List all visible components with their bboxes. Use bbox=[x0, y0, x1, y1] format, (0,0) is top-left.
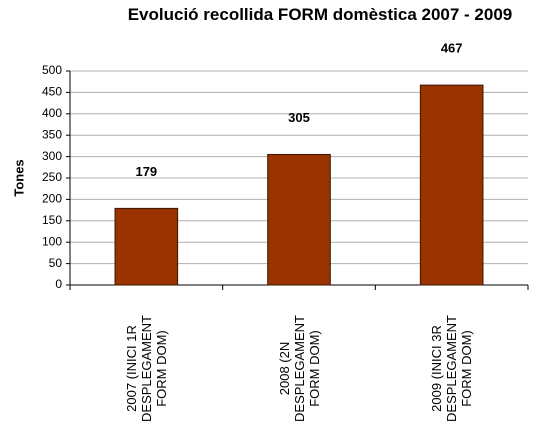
y-tick-label: 50 bbox=[49, 256, 63, 270]
data-label: 179 bbox=[135, 164, 157, 179]
y-tick-label: 450 bbox=[42, 85, 62, 99]
y-tick-label: 400 bbox=[42, 106, 62, 120]
bar bbox=[114, 207, 179, 286]
y-tick-label: 100 bbox=[42, 234, 62, 248]
y-tick-label: 500 bbox=[42, 63, 62, 77]
y-tick-label: 200 bbox=[42, 192, 62, 206]
x-tick-label: 2007 (INICI 1R DESPLEGAMENT FORM DOM) bbox=[123, 314, 169, 422]
y-tick-label: 250 bbox=[42, 170, 62, 184]
bar bbox=[267, 153, 331, 286]
bar bbox=[419, 84, 484, 286]
x-tick-label: 2009 (INICI 3R DESPLEGAMENT FORM DOM) bbox=[429, 314, 475, 422]
y-axis-label: Tones bbox=[11, 159, 26, 196]
y-tick-label: 150 bbox=[42, 213, 62, 227]
data-label: 467 bbox=[441, 41, 463, 56]
y-tick-label: 350 bbox=[42, 127, 62, 141]
y-tick-label: 0 bbox=[55, 277, 62, 291]
y-tick-label: 300 bbox=[42, 149, 62, 163]
x-tick-label: 2008 (2N DESPLEGAMENT FORM DOM) bbox=[276, 314, 322, 422]
chart-title: Evolució recollida FORM domèstica 2007 -… bbox=[127, 5, 513, 24]
data-label: 305 bbox=[288, 110, 310, 125]
